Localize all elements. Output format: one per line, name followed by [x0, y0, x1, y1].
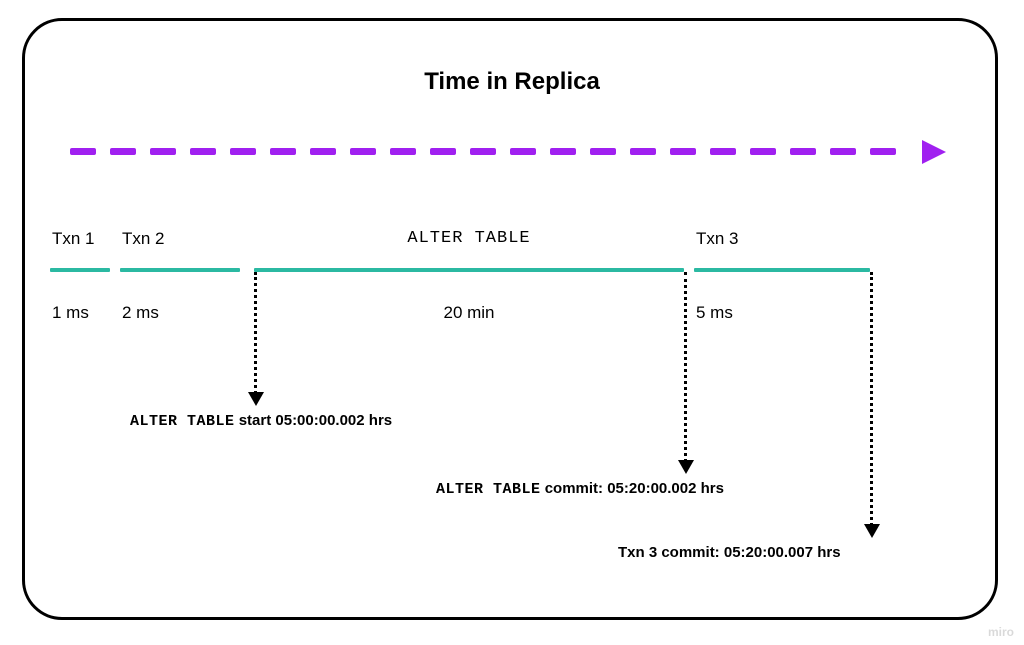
segment-label-bottom-txn2: 2 ms	[122, 303, 159, 323]
segment-label-top-txn1: Txn 1	[52, 229, 95, 249]
time-arrow-dash	[710, 148, 736, 155]
callout-rest: commit: 05:20:00.002 hrs	[541, 480, 724, 497]
time-arrow-head-icon	[922, 140, 946, 164]
segment-label-bottom-txn3: 5 ms	[696, 303, 733, 323]
callout-line-alter-start	[254, 272, 257, 394]
callout-text-txn3-commit: Txn 3 commit: 05:20:00.007 hrs	[618, 544, 841, 561]
segment-label-top-alter: ALTER TABLE	[254, 229, 684, 248]
time-arrow-dash	[470, 148, 496, 155]
time-arrow-dash	[190, 148, 216, 155]
callout-arrowhead-icon	[678, 460, 694, 474]
time-arrow-dash	[310, 148, 336, 155]
callout-arrowhead-icon	[864, 524, 880, 538]
time-arrow-dash	[230, 148, 256, 155]
time-arrow-dash	[590, 148, 616, 155]
segment-bar-alter	[254, 268, 684, 272]
time-arrow-dash	[390, 148, 416, 155]
segment-bar-txn3	[694, 268, 870, 272]
diagram-title: Time in Replica	[0, 68, 1024, 96]
callout-line-txn3-commit	[870, 272, 873, 526]
callout-cmd: ALTER TABLE	[130, 413, 235, 430]
time-arrow-dash	[510, 148, 536, 155]
segment-label-top-txn2: Txn 2	[122, 229, 165, 249]
segment-bar-txn2	[120, 268, 240, 272]
time-arrow-dash	[550, 148, 576, 155]
segment-label-top-txn3: Txn 3	[696, 229, 739, 249]
time-arrow-dash	[110, 148, 136, 155]
callout-cmd: ALTER TABLE	[436, 481, 541, 498]
callout-arrowhead-icon	[248, 392, 264, 406]
callout-text-alter-commit: ALTER TABLE commit: 05:20:00.002 hrs	[436, 480, 724, 498]
time-arrow-dash	[670, 148, 696, 155]
callout-rest: start 05:00:00.002 hrs	[235, 412, 393, 429]
time-arrow	[70, 142, 940, 162]
time-arrow-dash	[70, 148, 96, 155]
watermark: miro	[988, 625, 1014, 639]
callout-rest: Txn 3 commit: 05:20:00.007 hrs	[618, 544, 841, 561]
time-arrow-dash	[430, 148, 456, 155]
time-arrow-dash	[830, 148, 856, 155]
time-arrow-dash	[150, 148, 176, 155]
callout-line-alter-commit	[684, 272, 687, 462]
time-arrow-dash	[350, 148, 376, 155]
stage: Time in Replica Txn 1 1 ms Txn 2 2 ms ALTER …	[0, 0, 1024, 645]
time-arrow-dash	[630, 148, 656, 155]
segment-label-bottom-txn1: 1 ms	[52, 303, 89, 323]
time-arrow-dash	[870, 148, 896, 155]
callout-text-alter-start: ALTER TABLE start 05:00:00.002 hrs	[130, 412, 392, 430]
segment-bar-txn1	[50, 268, 110, 272]
segment-label-bottom-alter: 20 min	[254, 303, 684, 323]
time-arrow-dash	[790, 148, 816, 155]
time-arrow-dash	[270, 148, 296, 155]
time-arrow-dash	[750, 148, 776, 155]
